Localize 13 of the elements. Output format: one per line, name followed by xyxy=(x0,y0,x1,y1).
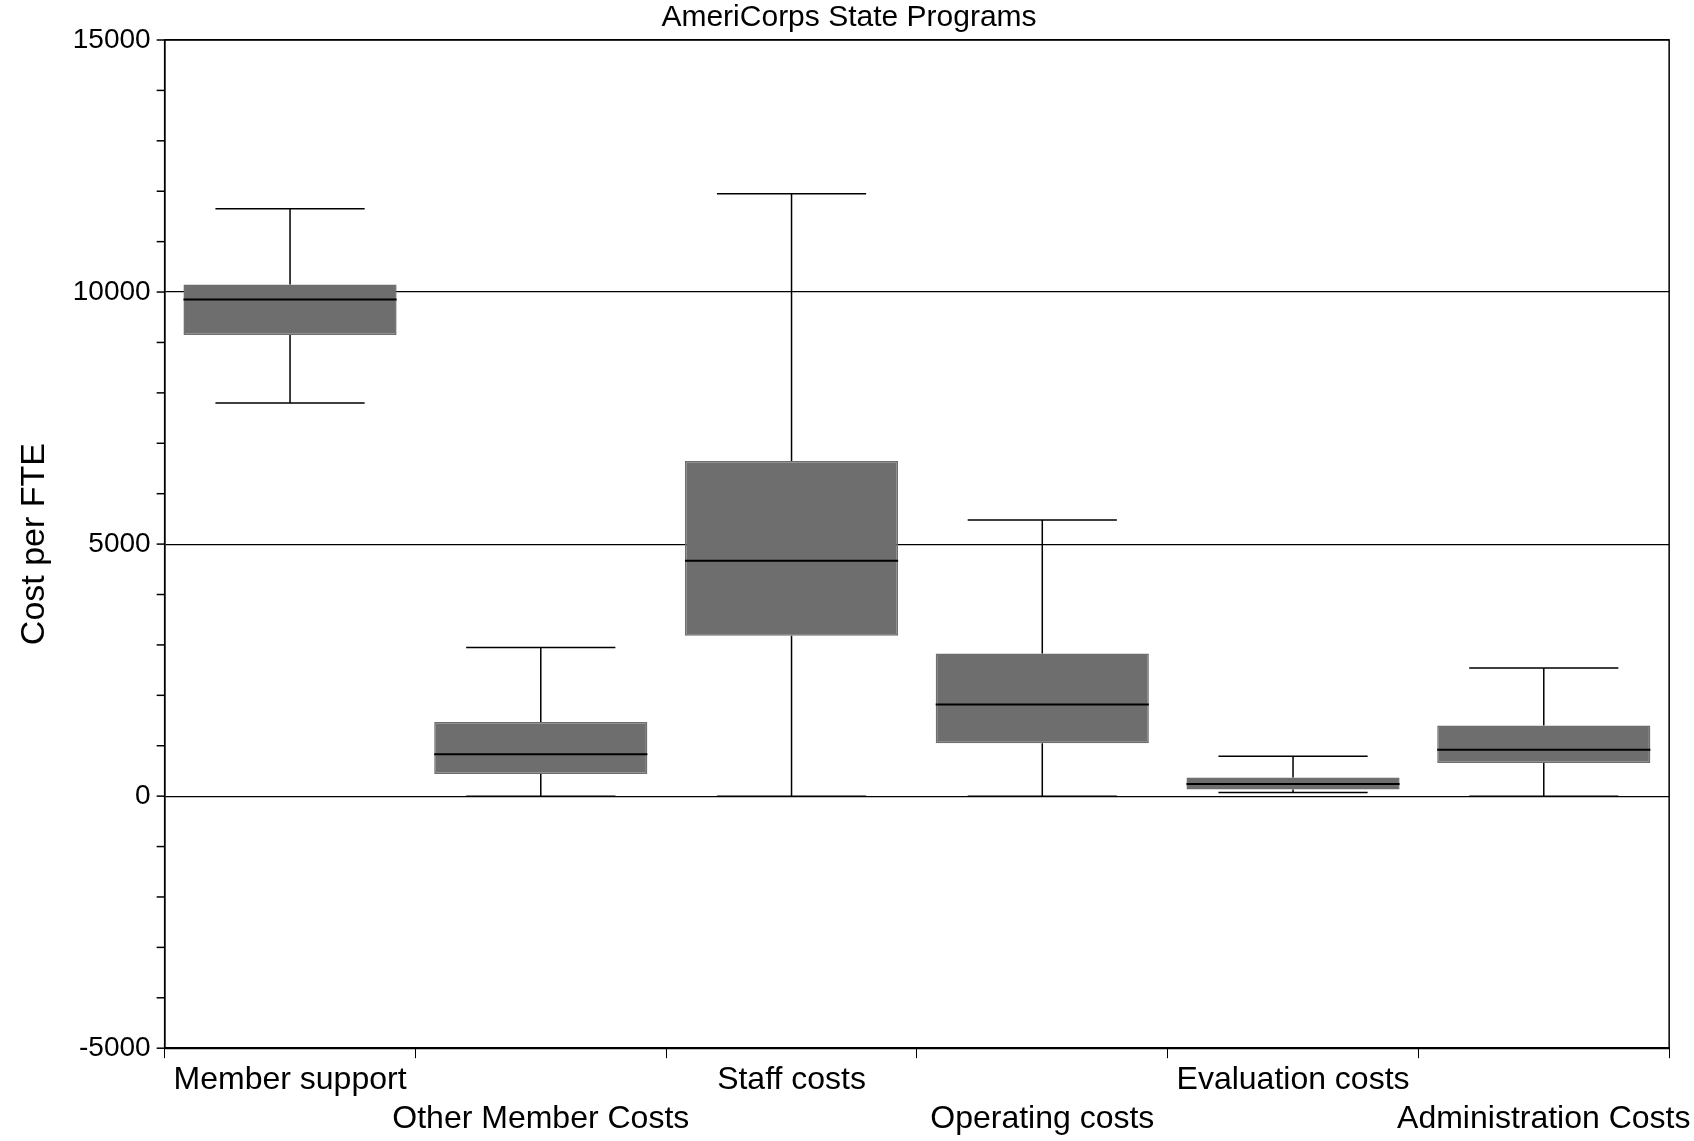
x-tick-label: Administration Costs xyxy=(1397,1098,1691,1135)
y-tick-label: -5000 xyxy=(79,1030,151,1062)
chart-title: AmeriCorps State Programs xyxy=(661,0,1037,33)
y-tick-label: 10000 xyxy=(72,274,151,306)
y-axis-title: Cost per FTE xyxy=(12,443,51,646)
x-tick-label: Staff costs xyxy=(717,1060,866,1097)
x-tick-label: Operating costs xyxy=(930,1098,1155,1135)
y-tick-label: 0 xyxy=(135,778,151,810)
y-tick-label: 15000 xyxy=(72,22,151,54)
x-tick-label: Evaluation costs xyxy=(1176,1060,1410,1097)
y-tick-label: 5000 xyxy=(88,526,151,558)
x-tick-label: Other Member Costs xyxy=(392,1098,690,1135)
x-tick-label: Member support xyxy=(173,1060,407,1097)
